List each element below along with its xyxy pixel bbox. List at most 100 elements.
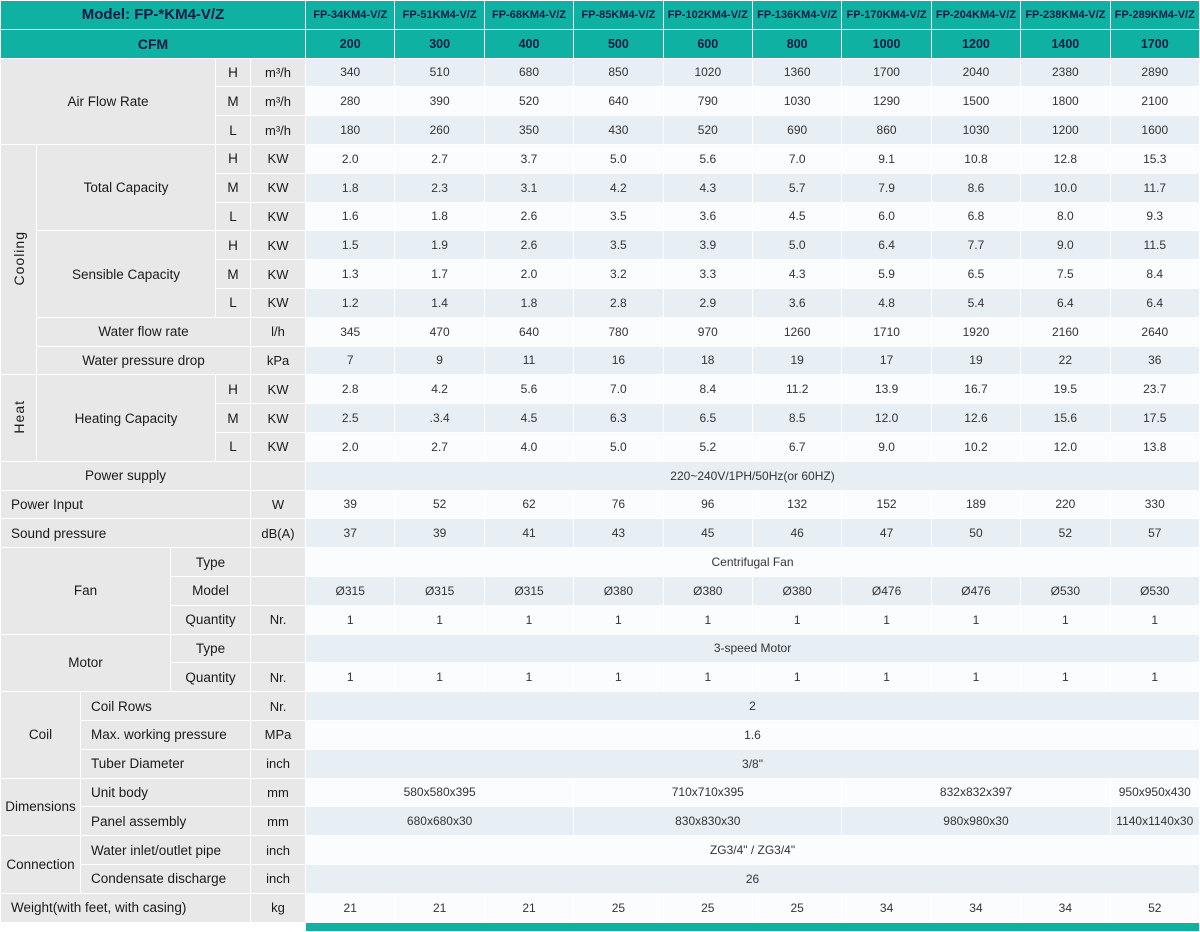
- value-cell: 260: [394, 115, 485, 145]
- value-cell: 1290: [841, 86, 932, 117]
- value-cell: Ø380: [751, 575, 843, 606]
- value-cell: 8.5: [751, 403, 843, 433]
- sub-label: Model: [170, 575, 251, 606]
- value-cell: 6.5: [662, 403, 753, 433]
- value-cell: 1: [394, 662, 485, 693]
- value-cell: 1.8: [483, 287, 575, 318]
- value-cell: Ø315: [394, 575, 485, 606]
- value-cell: Ø315: [305, 575, 396, 606]
- value-cell: 1.5: [305, 230, 396, 261]
- value-cell: 5.4: [930, 287, 1022, 318]
- value-cell: 1: [483, 604, 575, 635]
- cfm-value: 400: [483, 28, 575, 59]
- value-cell: 12.6: [930, 403, 1022, 433]
- value-cell: 2.6: [483, 201, 575, 232]
- speed-label: H: [215, 143, 251, 174]
- cfm-value: 300: [394, 28, 485, 59]
- value-cell: ZG3/4" / ZG3/4": [305, 835, 1200, 865]
- value-cell: 18: [662, 345, 753, 376]
- value-cell: 1360: [751, 57, 843, 88]
- value-cell: 8.0: [1020, 201, 1111, 232]
- value-cell: 3/8": [305, 748, 1200, 779]
- value-cell: 11: [483, 345, 575, 376]
- value-cell: 4.2: [573, 172, 664, 203]
- value-cell: 1600: [1109, 115, 1200, 145]
- value-cell: 1: [841, 662, 932, 693]
- cfm-value: 1200: [930, 28, 1022, 59]
- value-cell: 1.8: [305, 172, 396, 203]
- value-cell: 7.7: [930, 230, 1022, 261]
- value-cell: 3.1: [483, 172, 575, 203]
- speed-label: M: [215, 259, 251, 289]
- value-cell: 2.9: [662, 287, 753, 318]
- value-cell: 5.9: [841, 259, 932, 289]
- value-cell: 680: [483, 57, 575, 88]
- value-cell: 6.5: [930, 259, 1022, 289]
- empty-unit-cell: [249, 575, 307, 606]
- value-cell: 76: [573, 489, 664, 520]
- value-cell: 2.5: [305, 403, 396, 433]
- value-cell: 8.4: [662, 374, 753, 405]
- sub-label: Coil Rows: [80, 691, 251, 721]
- value-cell: 4.0: [483, 431, 575, 462]
- value-cell: 5.7: [751, 172, 843, 203]
- value-cell: 5.0: [573, 143, 664, 174]
- value-cell: 1: [573, 662, 664, 693]
- value-cell: 2.0: [305, 143, 396, 174]
- value-cell: 152: [841, 489, 932, 520]
- value-cell: 21: [305, 892, 396, 923]
- value-cell: 11.7: [1109, 172, 1200, 203]
- model-header: FP-289KM4-V/Z: [1109, 0, 1200, 30]
- unit-cell: KW: [249, 143, 307, 174]
- value-cell: 3.5: [573, 230, 664, 261]
- group-label-motor: Motor: [0, 633, 171, 693]
- value-cell: 7.9: [841, 172, 932, 203]
- value-cell: 6.8: [930, 201, 1022, 232]
- cfm-value: 200: [305, 28, 396, 59]
- value-cell: 12.0: [1020, 431, 1111, 462]
- speed-label: L: [215, 287, 251, 318]
- value-cell: 3.6: [662, 201, 753, 232]
- footer-bar: [305, 921, 1200, 932]
- cfm-label: CFM: [0, 28, 307, 59]
- value-cell: 52: [394, 489, 485, 520]
- unit-cell: KW: [249, 201, 307, 232]
- value-cell: 4.5: [751, 201, 843, 232]
- unit-cell: inch: [249, 748, 307, 779]
- value-cell: 780: [573, 316, 664, 347]
- value-cell: 3.7: [483, 143, 575, 174]
- value-cell: 640: [483, 316, 575, 347]
- value-cell: 52: [1020, 518, 1111, 549]
- value-cell: 1: [662, 662, 753, 693]
- value-cell: 1: [1020, 662, 1111, 693]
- value-cell: 2.0: [483, 259, 575, 289]
- group-label-cooling: Cooling: [10, 230, 27, 286]
- empty-unit-cell: [249, 460, 307, 491]
- value-cell: 832x832x397: [841, 777, 1111, 808]
- value-cell: 43: [573, 518, 664, 549]
- value-cell: 11.2: [751, 374, 843, 405]
- value-cell: 1: [1109, 662, 1200, 693]
- value-cell: 19: [930, 345, 1022, 376]
- value-cell: 5.2: [662, 431, 753, 462]
- value-cell: 690: [751, 115, 843, 145]
- value-cell: 41: [483, 518, 575, 549]
- value-cell: 36: [1109, 345, 1200, 376]
- model-header: FP-136KM4-V/Z: [751, 0, 843, 30]
- value-cell: 220~240V/1PH/50Hz(or 60HZ): [305, 460, 1200, 491]
- value-cell: 1: [1109, 604, 1200, 635]
- value-cell: 39: [305, 489, 396, 520]
- value-cell: 26: [305, 863, 1200, 894]
- value-cell: 1200: [1020, 115, 1111, 145]
- unit-cell: KW: [249, 172, 307, 203]
- value-cell: 46: [751, 518, 843, 549]
- value-cell: 4.3: [751, 259, 843, 289]
- row-label: Air Flow Rate: [0, 57, 216, 145]
- value-cell: Ø476: [841, 575, 932, 606]
- value-cell: 5.6: [483, 374, 575, 405]
- unit-cell: m³/h: [249, 115, 307, 145]
- value-cell: 1020: [662, 57, 753, 88]
- cfm-value: 500: [573, 28, 664, 59]
- value-cell: 4.3: [662, 172, 753, 203]
- value-cell: 2.8: [573, 287, 664, 318]
